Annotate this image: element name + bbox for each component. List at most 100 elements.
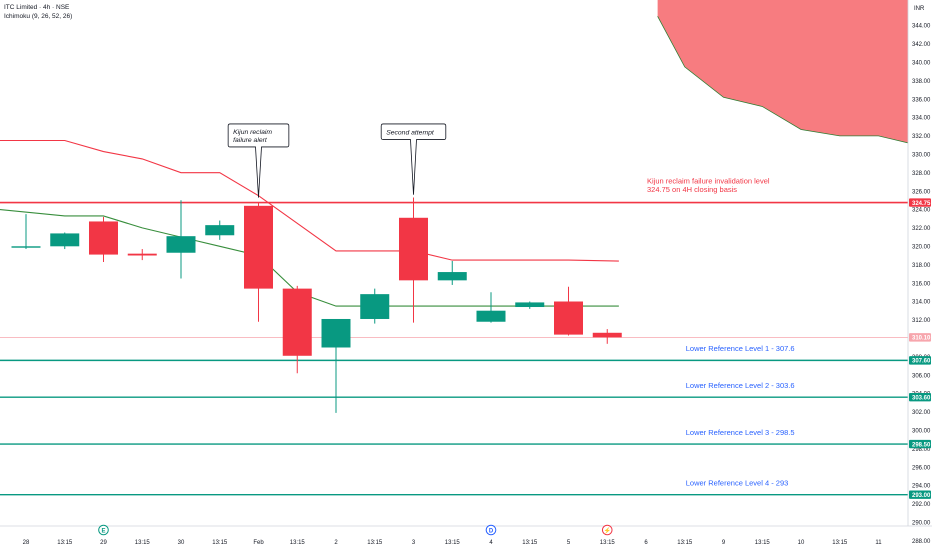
price-axis[interactable]: [908, 0, 932, 550]
x-tick-label: 29: [100, 540, 107, 546]
candle-body: [205, 225, 235, 236]
x-tick-label: 4: [489, 540, 493, 546]
x-tick-label: 10: [798, 540, 805, 546]
price-tag-label: 307.60: [912, 359, 931, 365]
x-tick-label: 3: [412, 540, 416, 546]
currency-label: INR: [914, 6, 925, 12]
candle-body: [282, 288, 312, 356]
x-tick-label: 13:15: [57, 540, 73, 546]
candle[interactable]: [360, 288, 390, 324]
callout-box: [227, 123, 290, 198]
event-marker-glyph: ⚡: [604, 526, 611, 534]
callout[interactable]: Second attempt: [380, 123, 447, 195]
candle[interactable]: [592, 329, 622, 344]
candle-body: [554, 301, 583, 335]
y-tick-label: 314.00: [912, 300, 931, 306]
candle[interactable]: [282, 285, 312, 374]
chart-legend: ITC Limited · 4h · NSE Ichimoku (9, 26, …: [4, 3, 72, 21]
y-tick-label: 324.00: [912, 208, 931, 214]
candle[interactable]: [437, 261, 467, 285]
y-tick-label: 342.00: [912, 42, 931, 48]
price-tag-label: 293.00: [912, 493, 931, 499]
y-tick-label: 290.00: [912, 521, 931, 527]
candle-body: [399, 217, 428, 281]
price-tag-label: 324.75: [912, 201, 931, 207]
y-tick-label: 336.00: [912, 97, 931, 103]
event-marker[interactable]: D: [485, 524, 497, 536]
x-tick-label: 28: [23, 540, 30, 546]
y-tick-label: 326.00: [912, 189, 931, 195]
x-tick-label: 13:15: [290, 540, 306, 546]
y-tick-label: 316.00: [912, 281, 931, 287]
symbol-title[interactable]: ITC Limited · 4h · NSE: [4, 4, 70, 11]
candle[interactable]: [89, 216, 118, 262]
candle[interactable]: [205, 220, 235, 240]
callout-text: Kijun reclaim: [233, 129, 272, 136]
annotation-text: Lower Reference Level 1 - 307.6: [686, 344, 795, 353]
candle-body: [515, 302, 545, 308]
price-tag: [909, 439, 931, 449]
event-marker-glyph: D: [489, 528, 494, 534]
event-marker-circle: [98, 524, 109, 536]
candle-body: [437, 272, 467, 281]
y-tick-label: 330.00: [912, 153, 931, 159]
event-marker-circle: [601, 524, 613, 536]
y-tick-label: 312.00: [912, 318, 931, 324]
x-tick-label: 13:15: [212, 540, 228, 546]
candle-body: [360, 294, 390, 319]
candle[interactable]: [554, 286, 583, 336]
candle-body: [166, 236, 196, 253]
x-tick-label: 13:15: [677, 540, 693, 546]
price-tag: [909, 356, 931, 365]
y-tick-label: 296.00: [912, 465, 931, 471]
indicator-title[interactable]: Ichimoku (9, 26, 52, 26): [4, 13, 73, 20]
candle[interactable]: [50, 232, 80, 250]
candle[interactable]: [321, 318, 351, 413]
event-marker-circle: [485, 524, 497, 536]
candle[interactable]: [127, 249, 157, 261]
price-tag-label: 298.50: [912, 442, 931, 448]
annotation-text: Kijun reclaim failure invalidation level: [647, 177, 770, 186]
x-tick-label: 5: [567, 540, 571, 546]
x-tick-label: 9: [722, 540, 726, 546]
y-tick-label: 338.00: [912, 79, 931, 85]
candle-body: [127, 253, 157, 256]
annotation-text: Lower Reference Level 4 - 293: [686, 479, 789, 488]
candle[interactable]: [515, 301, 545, 309]
candle[interactable]: [476, 292, 506, 323]
event-marker[interactable]: E: [98, 524, 109, 536]
y-tick-label: 328.00: [912, 171, 931, 177]
tenkan-line: [0, 209, 619, 307]
y-tick-label: 334.00: [912, 116, 931, 122]
candle-body: [476, 310, 506, 322]
candle[interactable]: [399, 197, 428, 323]
candle[interactable]: [244, 203, 273, 322]
y-tick-label: 298.00: [912, 447, 931, 453]
event-marker[interactable]: ⚡: [601, 524, 613, 536]
price-tag-label: 310.10: [912, 336, 931, 342]
y-tick-label: 292.00: [912, 502, 931, 508]
candle[interactable]: [11, 214, 41, 250]
candle-body: [321, 318, 351, 348]
y-tick-label: 294.00: [912, 484, 931, 490]
candle[interactable]: [166, 200, 196, 279]
y-tick-label: 318.00: [912, 263, 931, 269]
price-tag: [909, 392, 931, 402]
cloud-edge-line: [657, 16, 926, 148]
annotation-text: Lower Reference Level 3 - 298.5: [686, 428, 795, 437]
price-tag: [909, 198, 931, 207]
candle-body: [244, 205, 273, 289]
y-tick-label: 322.00: [912, 226, 931, 232]
callout-text: Second attempt: [386, 129, 435, 136]
ichimoku-cloud: [657, 0, 925, 147]
kijun-line: [0, 139, 619, 262]
x-tick-label: 13:15: [135, 540, 151, 546]
y-tick-label: 302.00: [912, 410, 931, 416]
callout-box: [380, 123, 447, 195]
x-tick-label: 6: [644, 540, 648, 546]
y-tick-label: 332.00: [912, 134, 931, 140]
x-tick-label: 11: [875, 540, 882, 546]
